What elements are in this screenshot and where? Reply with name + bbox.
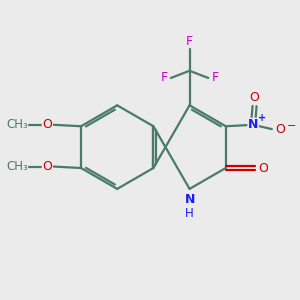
Text: F: F xyxy=(212,71,219,85)
Text: O: O xyxy=(42,160,52,173)
Text: O: O xyxy=(42,118,52,131)
Text: N: N xyxy=(184,193,195,206)
Text: F: F xyxy=(186,35,193,48)
Text: CH₃: CH₃ xyxy=(6,160,28,173)
Text: F: F xyxy=(160,71,167,85)
Text: O: O xyxy=(275,123,285,136)
Text: O: O xyxy=(250,91,260,104)
Text: N: N xyxy=(248,118,258,131)
Text: CH₃: CH₃ xyxy=(6,118,28,131)
Text: −: − xyxy=(287,121,296,131)
Text: +: + xyxy=(258,113,266,124)
Text: O: O xyxy=(258,161,268,175)
Text: H: H xyxy=(185,207,194,220)
